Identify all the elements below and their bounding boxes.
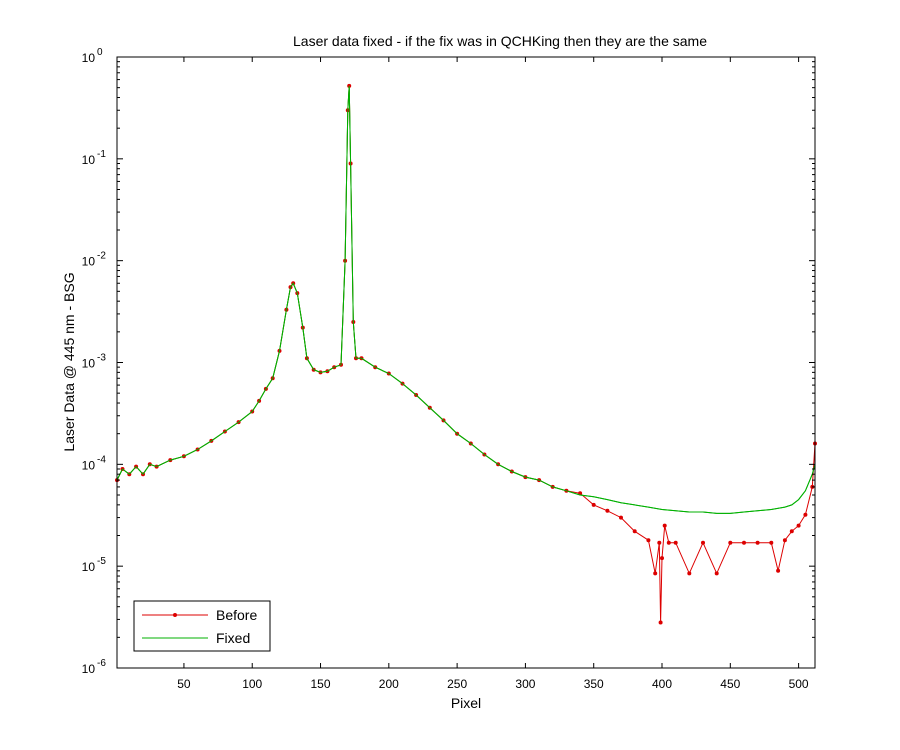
data-point-before xyxy=(789,529,794,534)
series-line-fixed-overlay xyxy=(116,85,816,514)
legend-label-before: Before xyxy=(216,607,257,623)
data-point-before xyxy=(687,571,692,576)
y-tick-label: 10 -4 xyxy=(82,454,107,472)
x-tick-label: 250 xyxy=(447,677,467,691)
x-tick-label: 50 xyxy=(177,677,191,691)
y-tick-label: 10 -6 xyxy=(82,658,107,676)
data-point-before xyxy=(653,571,658,576)
data-point-before xyxy=(742,540,746,545)
data-point-before xyxy=(632,529,637,534)
x-tick-label: 150 xyxy=(311,677,331,691)
data-point-before xyxy=(673,540,678,545)
y-axis-label: Laser Data @ 445 nm - BSG xyxy=(61,272,77,451)
legend: Before Fixed xyxy=(133,600,271,652)
series-line-before xyxy=(116,85,816,623)
data-point-before xyxy=(803,512,808,517)
series-line-fixed xyxy=(116,85,816,514)
legend-marker-before xyxy=(173,613,177,617)
data-point-before xyxy=(605,508,610,513)
data-point-before xyxy=(660,556,664,561)
data-point-before xyxy=(658,620,663,625)
x-tick-label: 500 xyxy=(789,677,809,691)
data-point-before xyxy=(657,540,662,545)
data-point-before xyxy=(796,523,801,528)
data-point-before xyxy=(666,540,671,545)
x-tick-label: 350 xyxy=(584,677,604,691)
plot-frame xyxy=(116,56,816,669)
data-point-before xyxy=(776,568,781,573)
data-point-before xyxy=(646,538,651,543)
y-tick-label: 10 -3 xyxy=(82,353,107,371)
legend-box xyxy=(133,600,271,652)
data-point-before xyxy=(619,515,623,520)
data-point-before xyxy=(755,540,760,545)
y-tick-label: 10 0 xyxy=(82,47,103,65)
data-point-before xyxy=(728,540,733,545)
x-tick-label: 100 xyxy=(242,677,262,691)
y-tick-label: 10 -5 xyxy=(82,556,107,574)
legend-label-fixed: Fixed xyxy=(216,630,250,646)
x-tick-label: 200 xyxy=(379,677,399,691)
data-point-before xyxy=(701,540,705,545)
data-point-before xyxy=(769,540,774,545)
x-axis-ticks: 50 100 150 200 250 300 350 400 450 500 xyxy=(177,57,809,691)
x-axis-label: Pixel xyxy=(451,695,481,711)
x-tick-label: 400 xyxy=(652,677,672,691)
data-point-before xyxy=(782,538,787,543)
plot-content xyxy=(115,83,817,625)
data-point-before xyxy=(662,523,667,528)
data-point-before xyxy=(714,571,719,576)
y-tick-label: 10 -2 xyxy=(82,251,107,269)
data-point-before xyxy=(591,502,596,507)
y-tick-label: 10 -1 xyxy=(82,149,107,167)
x-tick-label: 300 xyxy=(515,677,535,691)
x-tick-label: 450 xyxy=(720,677,740,691)
chart-title: Laser data fixed - if the fix was in QCH… xyxy=(293,33,707,49)
